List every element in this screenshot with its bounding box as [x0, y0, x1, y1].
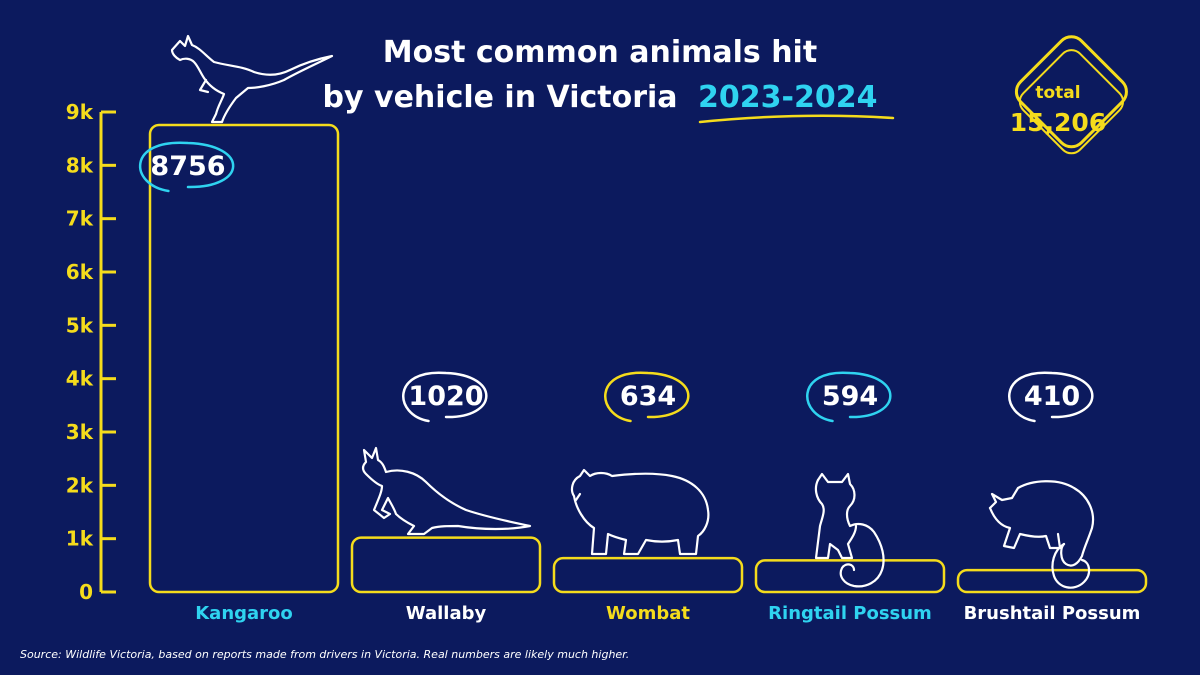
value-bubble: 8756 — [138, 141, 235, 193]
y-tick-label: 1k — [66, 527, 94, 551]
total-caption: total — [1035, 83, 1080, 103]
ringtail-possum-icon — [814, 472, 885, 588]
brushtail-possum-icon — [988, 480, 1095, 589]
title-line-2: by vehicle in Victoria 2023-2024 — [323, 80, 878, 115]
value-bubble: 594 — [806, 371, 892, 423]
bar-brushtail-possum — [956, 568, 1148, 594]
y-tick-label: 3k — [66, 420, 94, 444]
y-tick-label: 2k — [66, 473, 94, 497]
wallaby-icon — [361, 446, 532, 536]
bar-wombat — [552, 556, 744, 594]
category-label: Wombat — [606, 603, 690, 624]
title-year: 2023-2024 — [698, 80, 877, 115]
value-bubble-outline — [1008, 371, 1094, 423]
total-value: 15,206 — [1010, 108, 1106, 137]
wombat-icon — [570, 468, 710, 556]
y-tick-label: 4k — [66, 367, 94, 391]
title-year-underline — [698, 114, 895, 124]
value-label: 634 — [620, 381, 676, 412]
value-bubble-outline — [402, 371, 488, 423]
y-tick-label: 0 — [79, 580, 93, 604]
category-label: Wallaby — [406, 603, 487, 624]
value-label: 8756 — [150, 151, 225, 182]
value-label: 410 — [1024, 381, 1080, 412]
total-diamond-inner — [1018, 49, 1125, 155]
category-label: Kangaroo — [195, 603, 293, 624]
bar-kangaroo — [148, 123, 340, 594]
value-bubble-outline — [138, 141, 235, 193]
bar-ringtail-possum — [754, 559, 946, 594]
y-tick-label: 7k — [66, 207, 94, 231]
source-note: Source: Wildlife Victoria, based on repo… — [20, 648, 629, 661]
y-tick-label: 9k — [66, 100, 94, 124]
kangaroo-icon — [170, 34, 334, 124]
value-bubble: 410 — [1008, 371, 1094, 423]
value-bubble: 634 — [604, 371, 690, 423]
value-label: 1020 — [408, 381, 483, 412]
value-bubble: 1020 — [402, 371, 488, 423]
chart-title: Most common animals hit by vehicle in Vi… — [323, 35, 895, 124]
y-tick-label: 5k — [66, 313, 94, 337]
value-labels: 8756 1020 634 594 410 — [138, 141, 1094, 423]
value-label: 594 — [822, 381, 878, 412]
category-label: Brushtail Possum — [964, 603, 1141, 624]
y-axis: 0 1k 2k 3k 4k 5k 6k 7k 8k 9k — [66, 100, 116, 604]
value-bubble-outline — [806, 371, 892, 423]
title-line-2-text: by vehicle in Victoria — [323, 80, 678, 115]
value-bubble-outline — [604, 371, 690, 423]
total-badge: total 15,206 — [1010, 35, 1128, 155]
title-line-1: Most common animals hit — [383, 35, 817, 70]
x-axis-labels: Kangaroo Wallaby Wombat Ringtail Possum Brus… — [195, 603, 1140, 624]
category-label: Ringtail Possum — [768, 603, 932, 624]
bar-wallaby — [350, 536, 542, 594]
y-tick-label: 6k — [66, 260, 94, 284]
bars-group — [148, 123, 1148, 594]
y-tick-label: 8k — [66, 153, 94, 177]
total-diamond-outer — [1014, 35, 1128, 149]
